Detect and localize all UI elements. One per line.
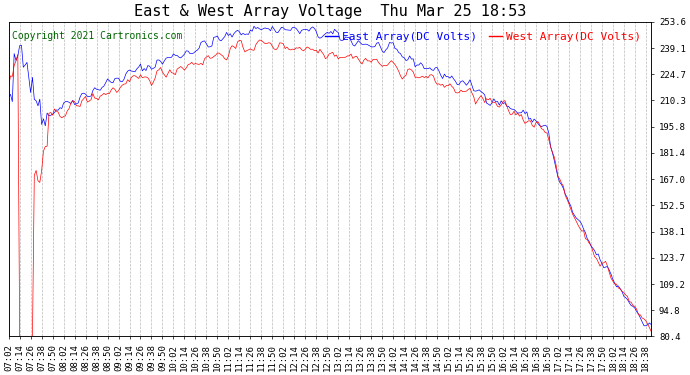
Legend: East Array(DC Volts), West Array(DC Volts): East Array(DC Volts), West Array(DC Volt… [320,27,646,46]
Title: East & West Array Voltage  Thu Mar 25 18:53: East & West Array Voltage Thu Mar 25 18:… [134,4,526,19]
Text: Copyright 2021 Cartronics.com: Copyright 2021 Cartronics.com [12,31,182,41]
